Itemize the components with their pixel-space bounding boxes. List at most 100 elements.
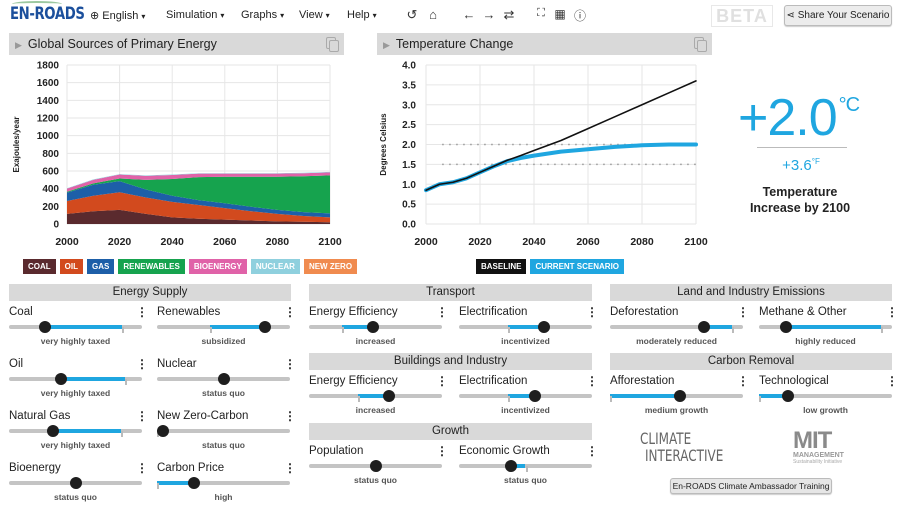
slider-fill — [60, 377, 125, 381]
more-options-icon[interactable]: ⋮ — [436, 374, 448, 388]
slider-thumb[interactable] — [54, 373, 67, 385]
slider-status: incentivized — [501, 405, 550, 415]
legend-oil[interactable]: OIL — [59, 259, 84, 274]
slider-thumb[interactable] — [382, 390, 395, 402]
slider-thumb[interactable] — [504, 460, 517, 472]
slider-energy-supply-renewables[interactable]: Renewables ⋮ subsidized — [157, 305, 296, 356]
slider-thumb[interactable] — [779, 321, 792, 333]
more-options-icon[interactable]: ⋮ — [136, 461, 148, 475]
expand-triangle-icon[interactable]: ▶ — [383, 40, 390, 50]
home-icon[interactable]: ⌂ — [429, 7, 437, 22]
undo-icon[interactable]: ↺ — [406, 7, 418, 22]
table-icon[interactable]: ▦ — [554, 7, 566, 21]
legend-bioenergy[interactable]: BIOENERGY — [188, 259, 247, 274]
slider-thumb[interactable] — [782, 390, 795, 402]
slider-buildings-energy-efficiency[interactable]: Energy Efficiency ⋮ increased — [309, 374, 448, 425]
menu-language[interactable]: ⊕ English ▾ — [90, 9, 145, 22]
y-tick-label: 3.5 — [402, 80, 416, 91]
more-options-icon[interactable]: ⋮ — [136, 305, 148, 319]
energy-panel-header[interactable]: ▶ Global Sources of Primary Energy — [9, 33, 344, 55]
temperature-panel-header[interactable]: ▶ Temperature Change — [377, 33, 712, 55]
slider-thumb[interactable] — [69, 477, 82, 489]
more-options-icon[interactable]: ⋮ — [737, 374, 749, 388]
slider-growth-population[interactable]: Population ⋮ status quo — [309, 444, 448, 495]
slider-growth-economic-growth[interactable]: Economic Growth ⋮ status quo — [459, 444, 598, 495]
legend-gas[interactable]: GAS — [87, 259, 115, 274]
slider-track[interactable] — [157, 429, 290, 433]
more-options-icon[interactable]: ⋮ — [586, 444, 598, 458]
more-options-icon[interactable]: ⋮ — [284, 357, 296, 371]
legend-current-scenario[interactable]: CURRENT SCENARIO — [530, 259, 625, 274]
slider-thumb[interactable] — [538, 321, 551, 333]
ambassador-training-button[interactable]: En-ROADS Climate Ambassador Training — [670, 478, 832, 494]
legend-renewables[interactable]: RENEWABLES — [118, 259, 185, 274]
slider-energy-supply-carbon-price[interactable]: Carbon Price ⋮ high — [157, 461, 296, 512]
info-icon[interactable]: ⓘ — [573, 9, 586, 23]
more-options-icon[interactable]: ⋮ — [886, 374, 898, 388]
slider-track[interactable] — [759, 394, 892, 398]
slider-energy-supply-new-zero-carbon[interactable]: New Zero-Carbon ⋮ status quo — [157, 409, 296, 460]
legend-new-zero[interactable]: NEW ZERO — [303, 259, 358, 274]
y-axis-label: Exajoules/year — [12, 116, 21, 172]
slider-energy-supply-bioenergy[interactable]: Bioenergy ⋮ status quo — [9, 461, 148, 512]
expand-triangle-icon[interactable]: ▶ — [15, 40, 22, 50]
forward-icon[interactable]: → — [482, 7, 496, 22]
share-scenario-button[interactable]: ⋖ Share Your Scenario — [784, 5, 892, 26]
menu-view[interactable]: View ▾ — [299, 9, 330, 21]
slider-thumb[interactable] — [217, 373, 230, 385]
slider-buildings-electrification[interactable]: Electrification ⋮ incentivized — [459, 374, 598, 425]
menu-graphs[interactable]: Graphs ▾ — [241, 9, 284, 21]
more-options-icon[interactable]: ⋮ — [737, 305, 749, 319]
repeat-icon[interactable]: ⇄ — [503, 7, 515, 22]
slider-label: Renewables — [157, 306, 221, 318]
copy-icon[interactable] — [694, 37, 707, 52]
copy-icon[interactable] — [326, 37, 339, 52]
fullscreen-icon[interactable]: ⛶ — [537, 7, 545, 19]
more-options-icon[interactable]: ⋮ — [436, 305, 448, 319]
more-options-icon[interactable]: ⋮ — [586, 374, 598, 388]
slider-energy-supply-natural-gas[interactable]: Natural Gas ⋮ very highly taxed — [9, 409, 148, 460]
legend-baseline[interactable]: BASELINE — [476, 259, 527, 274]
back-icon[interactable]: ← — [462, 7, 476, 22]
slider-carbon-removal-afforestation[interactable]: Afforestation ⋮ medium growth — [610, 374, 749, 425]
slider-energy-supply-oil[interactable]: Oil ⋮ very highly taxed — [9, 357, 148, 408]
mit-logo[interactable]: MIT MANAGEMENT Sustainability Initiative — [793, 429, 844, 466]
slider-carbon-removal-technological[interactable]: Technological ⋮ low growth — [759, 374, 898, 425]
more-options-icon[interactable]: ⋮ — [136, 357, 148, 371]
slider-default-marker — [525, 466, 528, 472]
slider-track[interactable] — [157, 481, 290, 485]
slider-thumb[interactable] — [369, 460, 382, 472]
slider-thumb[interactable] — [258, 321, 271, 333]
menu-simulation[interactable]: Simulation ▾ — [166, 9, 224, 21]
more-options-icon[interactable]: ⋮ — [586, 305, 598, 319]
slider-transport-energy-efficiency[interactable]: Energy Efficiency ⋮ increased — [309, 305, 448, 356]
slider-thumb[interactable] — [528, 390, 541, 402]
slider-thumb[interactable] — [366, 321, 379, 333]
slider-thumb[interactable] — [674, 390, 687, 402]
slider-thumb[interactable] — [698, 321, 711, 333]
slider-thumb[interactable] — [38, 321, 51, 333]
slider-thumb[interactable] — [157, 425, 169, 437]
climate-interactive-logo[interactable]: CLIMATE INTERACTIVE — [640, 430, 749, 464]
temperature-panel-title: Temperature Change — [395, 37, 514, 51]
legend-coal[interactable]: COAL — [23, 259, 56, 274]
slider-thumb[interactable] — [46, 425, 59, 437]
slider-thumb[interactable] — [188, 477, 201, 489]
x-tick-label: 2100 — [318, 236, 342, 248]
more-options-icon[interactable]: ⋮ — [284, 461, 296, 475]
menu-help[interactable]: Help ▾ — [347, 9, 377, 21]
slider-energy-supply-nuclear[interactable]: Nuclear ⋮ status quo — [157, 357, 296, 408]
slider-energy-supply-coal[interactable]: Coal ⋮ very highly taxed — [9, 305, 148, 356]
more-options-icon[interactable]: ⋮ — [284, 409, 296, 423]
slider-transport-electrification[interactable]: Electrification ⋮ incentivized — [459, 305, 598, 356]
en-roads-logo[interactable]: EN-ROADS — [10, 4, 85, 24]
slider-label: Technological — [759, 375, 829, 387]
more-options-icon[interactable]: ⋮ — [284, 305, 296, 319]
legend-nuclear[interactable]: NUCLEAR — [250, 259, 300, 274]
slider-land-methane-other[interactable]: Methane & Other ⋮ highly reduced — [759, 305, 898, 356]
slider-track[interactable] — [610, 325, 743, 329]
slider-land-deforestation[interactable]: Deforestation ⋮ moderately reduced — [610, 305, 749, 356]
more-options-icon[interactable]: ⋮ — [136, 409, 148, 423]
more-options-icon[interactable]: ⋮ — [886, 305, 898, 319]
more-options-icon[interactable]: ⋮ — [436, 444, 448, 458]
